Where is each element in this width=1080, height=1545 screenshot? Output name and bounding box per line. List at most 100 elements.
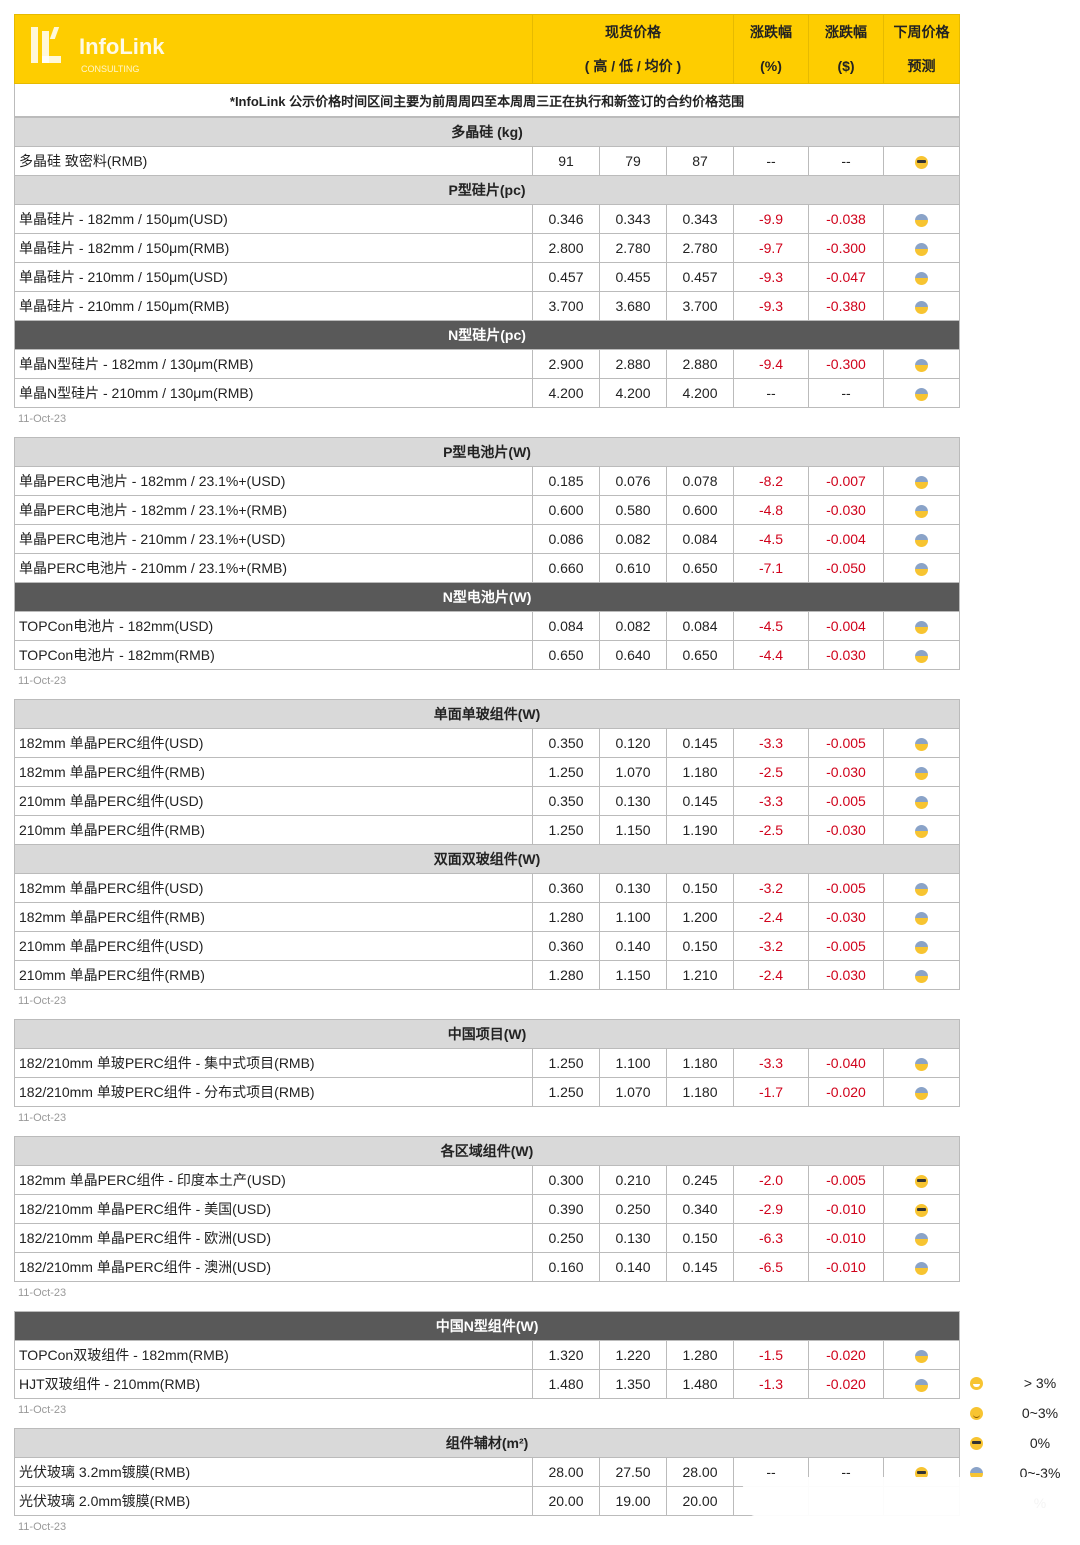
change-pct: -2.5: [733, 757, 809, 787]
price-block: 各区域组件(W) 182mm 单晶PERC组件 - 印度本土产(USD) 0.300…: [13, 1136, 961, 1282]
block-gap: [14, 430, 959, 437]
price-high: 0.300: [532, 1165, 600, 1195]
legend-label: 0~3%: [1021, 1405, 1059, 1421]
change-usd: -0.005: [808, 1165, 884, 1195]
price-high: 1.480: [532, 1369, 600, 1399]
section-header: 中国N型组件(W): [13, 1311, 961, 1341]
product-name: 单晶硅片 - 182mm / 150μm(USD): [14, 204, 533, 234]
change-pct: --: [733, 146, 809, 176]
section-title: 组件辅材(m²): [13, 1428, 961, 1458]
change-pct: -9.9: [733, 204, 809, 234]
price-low: 1.350: [599, 1369, 667, 1399]
section-header: 单面单玻组件(W): [13, 699, 961, 729]
price-low: 0.210: [599, 1165, 667, 1195]
price-low: 0.082: [599, 611, 667, 641]
price-low: 0.130: [599, 786, 667, 816]
section-title: 单面单玻组件(W): [13, 699, 961, 729]
section-header: 各区域组件(W): [13, 1136, 961, 1166]
price-avg: 0.145: [666, 728, 734, 758]
product-name: 多晶硅 致密料(RMB): [14, 146, 533, 176]
change-usd: -0.047: [808, 262, 884, 292]
fear-face-icon: [915, 620, 929, 634]
forecast-cell: [882, 1194, 961, 1224]
fear-face-icon: [915, 1378, 929, 1392]
legend-label: 0%: [1029, 1435, 1051, 1451]
fear-face-icon: [915, 358, 929, 372]
price-high: 20.00: [532, 1486, 600, 1516]
change-pct: -1.5: [733, 1340, 809, 1370]
fear-face-icon: [915, 475, 929, 489]
price-high: 0.660: [532, 553, 600, 583]
forecast-cell: [882, 466, 961, 496]
fear-face-icon: [915, 271, 929, 285]
section-header: 多晶硅 (kg): [13, 117, 961, 147]
forecast-cell: [882, 233, 961, 263]
table-row: 182mm 单晶PERC组件(USD) 0.350 0.120 0.145 -3.3 -0…: [14, 728, 961, 758]
price-avg: 0.078: [666, 466, 734, 496]
forecast-cell: [882, 204, 961, 234]
fear-face-icon: [915, 533, 929, 547]
section-title: N型硅片(pc): [13, 320, 961, 350]
price-low: 3.680: [599, 291, 667, 321]
cool-face-icon: [915, 155, 929, 169]
price-high: 0.250: [532, 1223, 600, 1253]
change-usd: -0.030: [808, 640, 884, 670]
product-name: 182/210mm 单玻PERC组件 - 集中式项目(RMB): [14, 1048, 533, 1078]
table-row: HJT双玻组件 - 210mm(RMB) 1.480 1.350 1.480 -1.3-…: [14, 1369, 961, 1399]
price-avg: 0.150: [666, 931, 734, 961]
fear-face-icon: [915, 1057, 929, 1071]
price-high: 3.700: [532, 291, 600, 321]
table-row: 光伏玻璃 3.2mm镀膜(RMB) 28.00 27.50 28.00 -- --: [14, 1457, 961, 1487]
change-usd: -0.010: [808, 1252, 884, 1282]
product-name: 光伏玻璃 2.0mm镀膜(RMB): [14, 1486, 533, 1516]
table-row: 182/210mm 单玻PERC组件 - 集中式项目(RMB) 1.250 1.10…: [14, 1048, 961, 1078]
product-name: 210mm 单晶PERC组件(RMB): [14, 815, 533, 845]
change-pct: -9.7: [733, 233, 809, 263]
product-name: 182mm 单晶PERC组件(USD): [14, 728, 533, 758]
legend-label: > 3%: [1023, 1375, 1057, 1391]
pct-label: 涨跌幅: [750, 24, 792, 40]
usd-unit: ($): [837, 58, 855, 74]
fear-face-icon: [915, 1086, 929, 1100]
change-usd: -0.020: [808, 1369, 884, 1399]
legend-item: > 3%: [970, 1368, 1070, 1398]
price-high: 0.457: [532, 262, 600, 292]
change-usd: -0.300: [808, 349, 884, 379]
price-avg: 0.145: [666, 1252, 734, 1282]
product-name: 单晶PERC电池片 - 210mm / 23.1%+(USD): [14, 524, 533, 554]
table-row: 单晶硅片 - 182mm / 150μm(USD) 0.346 0.343 0.343…: [14, 204, 961, 234]
table-row: TOPCon电池片 - 182mm(USD) 0.084 0.082 0.084 -4.…: [14, 611, 961, 641]
change-usd: -0.004: [808, 524, 884, 554]
price-avg: 4.200: [666, 378, 734, 408]
price-low: 0.140: [599, 1252, 667, 1282]
forecast-cell: [882, 640, 961, 670]
product-name: 210mm 单晶PERC组件(RMB): [14, 960, 533, 990]
fear-face-icon: [915, 882, 929, 896]
table-row: 182/210mm 单晶PERC组件 - 澳洲(USD) 0.160 0.140 0.…: [14, 1252, 961, 1282]
fear-face-icon: [915, 766, 929, 780]
price-avg: 1.480: [666, 1369, 734, 1399]
table-row: 182/210mm 单晶PERC组件 - 美国(USD) 0.390 0.250 0.…: [14, 1194, 961, 1224]
price-avg: 87: [666, 146, 734, 176]
table-row: 单晶硅片 - 210mm / 150μm(RMB) 3.700 3.680 3.700…: [14, 291, 961, 321]
price-high: 1.320: [532, 1340, 600, 1370]
usd-label: 涨跌幅: [825, 24, 867, 40]
cool-face-icon: [915, 1203, 929, 1217]
table-row: 单晶N型硅片 - 210mm / 130μm(RMB) 4.200 4.200 4.2…: [14, 378, 961, 408]
price-high: 0.346: [532, 204, 600, 234]
fear-face-icon: [915, 911, 929, 925]
change-usd: -0.010: [808, 1223, 884, 1253]
forecast-cell: [882, 495, 961, 525]
table-row: 单晶PERC电池片 - 210mm / 23.1%+(RMB) 0.660 0.61…: [14, 553, 961, 583]
price-avg: 1.180: [666, 757, 734, 787]
price-avg: 0.150: [666, 1223, 734, 1253]
table-row: 210mm 单晶PERC组件(USD) 0.350 0.130 0.145 -3.3 -0…: [14, 786, 961, 816]
change-pct: -1.7: [733, 1077, 809, 1107]
price-avg: 1.180: [666, 1048, 734, 1078]
spot-price-sub: ( 高 / 低 / 均价 ): [584, 58, 682, 74]
fear-face-icon: [915, 504, 929, 518]
price-high: 0.390: [532, 1194, 600, 1224]
forecast-cell: [882, 1223, 961, 1253]
price-high: 0.600: [532, 495, 600, 525]
price-high: 1.280: [532, 902, 600, 932]
